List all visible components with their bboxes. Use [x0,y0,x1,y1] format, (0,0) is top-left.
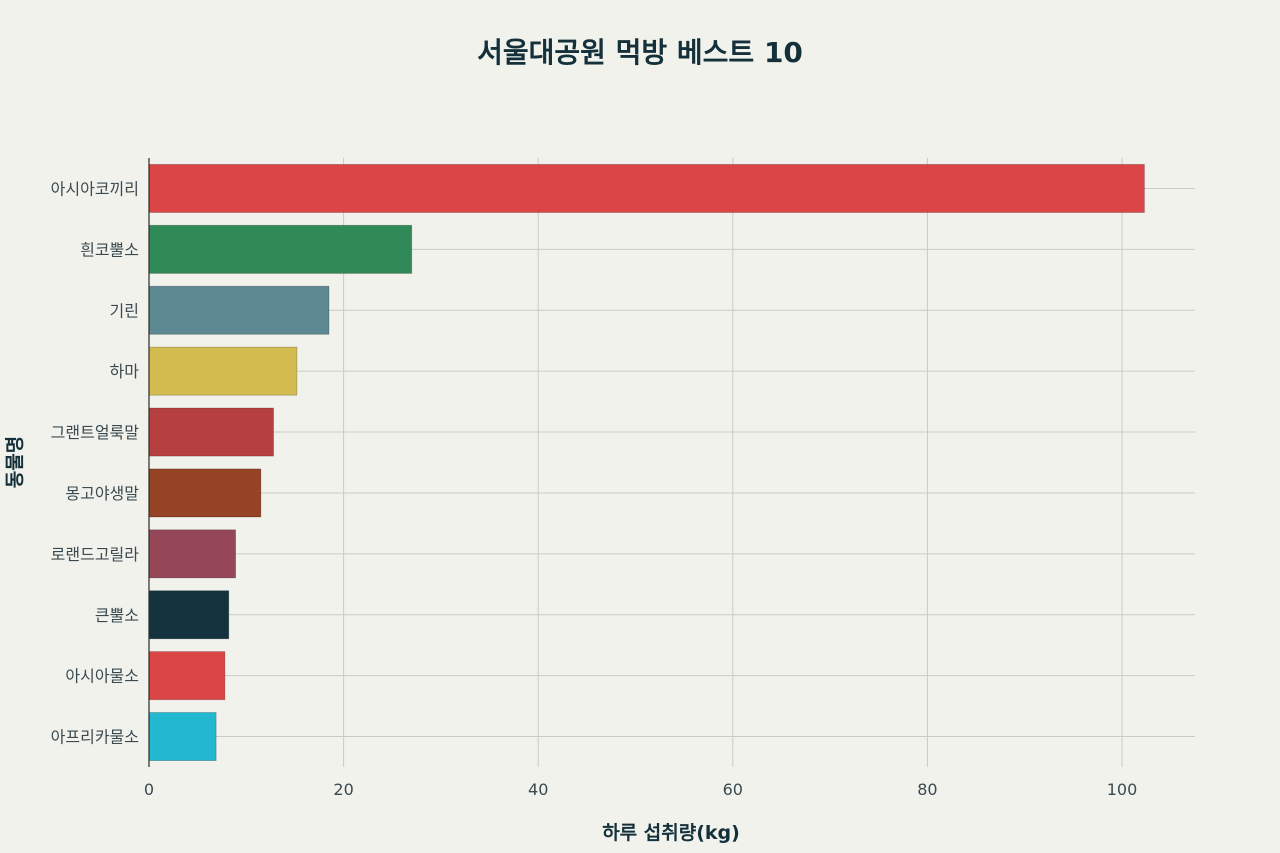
bar [148,529,236,579]
y-category-label: 아시아코끼리 [51,179,139,198]
bar [148,651,226,701]
y-category-label: 몽고야생말 [65,484,139,503]
y-axis-title: 동물명 [4,436,26,488]
x-tick-label: 60 [723,780,743,799]
x-tick-label: 100 [1107,780,1138,799]
y-category-label: 아프리카물소 [51,728,139,747]
bar [148,163,1145,213]
bar [148,346,298,396]
y-category-label: 로랜드고릴라 [51,545,140,564]
y-category-label: 기린 [110,301,139,320]
x-tick-label: 0 [144,780,154,799]
bar [148,712,217,762]
y-category-label: 그랜트얼룩말 [51,423,140,442]
bar [148,407,274,457]
bar-layer [148,163,1145,762]
bar [148,468,262,518]
y-category-label: 아시아물소 [65,667,139,686]
y-category-label: 하마 [110,362,140,381]
x-axis-title: 하루 섭취량(kg) [602,822,740,844]
bar [148,224,413,274]
y-category-label: 큰뿔소 [95,606,139,625]
label-layer: 0 20 40 60 80 100 아시아코끼리흰코뿔소기린하마그랜트얼룩말몽고야생말로랜드… [51,179,1138,799]
x-tick-label: 80 [917,780,937,799]
y-category-label: 흰코뿔소 [80,240,139,259]
x-tick-label: 20 [333,780,353,799]
bar [148,285,330,335]
x-tick-label: 40 [528,780,548,799]
chart-title: 서울대공원 먹방 베스트 10 [477,36,803,69]
bar [148,590,230,640]
